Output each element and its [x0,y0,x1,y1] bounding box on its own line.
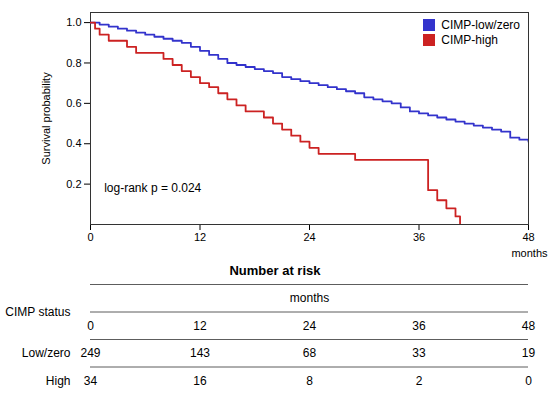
html-text:Number at risk: Number at risk [229,263,321,278]
svg-text:48: 48 [522,231,534,243]
svg-text:0: 0 [87,231,93,243]
svg-text:0: 0 [525,374,532,388]
svg-text:34: 34 [84,374,98,388]
svg-text:0.4: 0.4 [66,137,81,149]
svg-text:68: 68 [303,346,317,360]
svg-text:249: 249 [80,346,100,360]
svg-text:36: 36 [413,231,425,243]
svg-text:High: High [46,374,71,388]
svg-text:0.6: 0.6 [66,97,81,109]
svg-text:8: 8 [306,374,313,388]
svg-text:months: months [290,291,329,305]
svg-text:Low/zero: Low/zero [22,346,71,360]
svg-text:36: 36 [412,319,426,333]
svg-text:24: 24 [303,319,317,333]
svg-text:24: 24 [303,231,315,243]
svg-text:1.0: 1.0 [66,16,81,28]
svg-text:0.2: 0.2 [66,178,81,190]
svg-text:16: 16 [193,374,207,388]
svg-text:log-rank p = 0.024: log-rank p = 0.024 [104,181,201,195]
svg-text:Survival probability: Survival probability [40,72,52,165]
svg-text:2: 2 [416,374,423,388]
svg-text:0: 0 [87,319,94,333]
svg-text:CIMP status: CIMP status [5,305,70,319]
html-text:CIMP-low/zero: CIMP-low/zero [441,18,520,32]
svg-text:33: 33 [412,346,426,360]
svg-text:143: 143 [190,346,210,360]
html-text:CIMP-high: CIMP-high [441,33,498,47]
svg-text:0.8: 0.8 [66,56,81,68]
svg-text:12: 12 [194,231,206,243]
svg-text:months: months [511,247,548,259]
svg-text:48: 48 [522,319,536,333]
svg-text:12: 12 [193,319,207,333]
svg-text:19: 19 [522,346,536,360]
